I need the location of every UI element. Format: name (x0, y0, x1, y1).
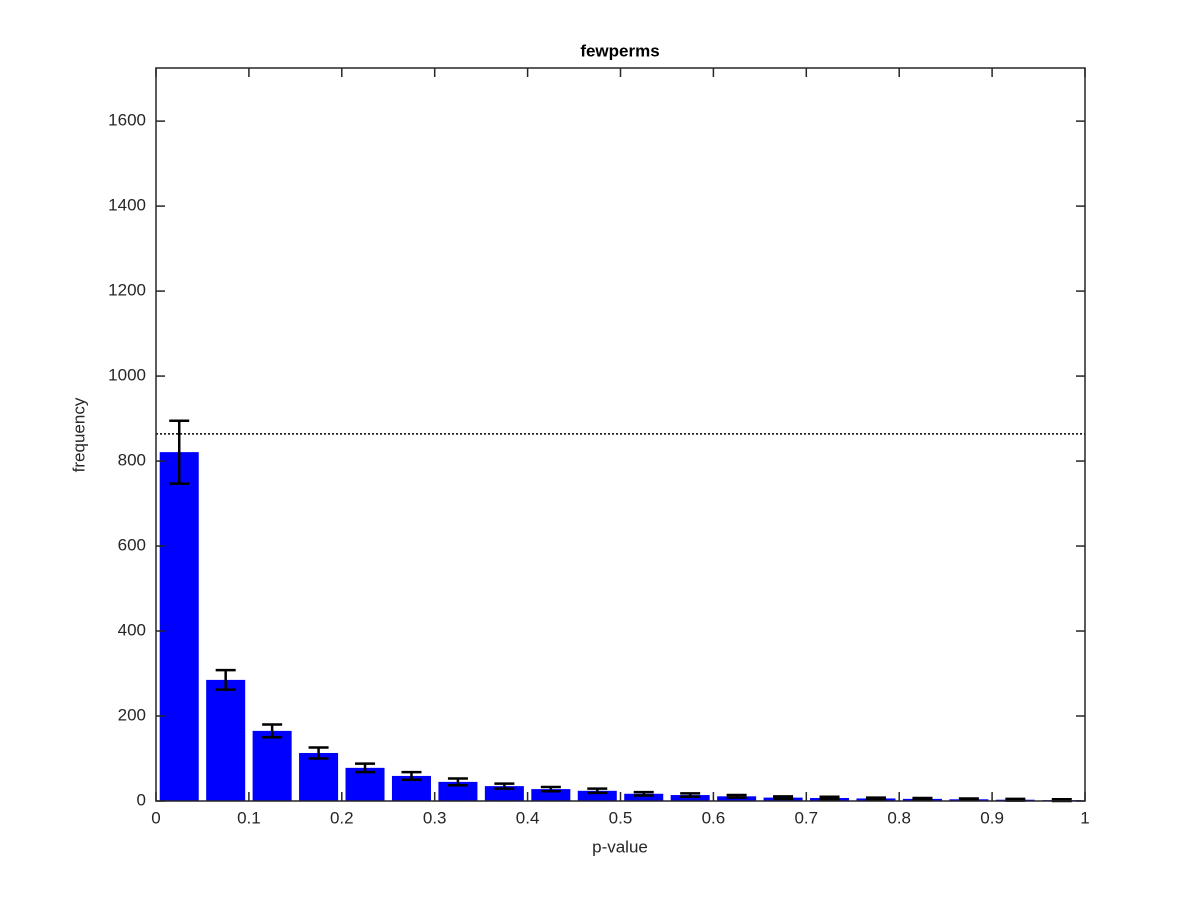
x-tick-label: 0.5 (609, 808, 633, 827)
error-bar (819, 795, 840, 801)
error-bar (494, 782, 515, 790)
error-bar (540, 785, 561, 793)
x-tick-label: 0.3 (423, 808, 447, 827)
error-bar (726, 793, 747, 799)
error-bar (308, 746, 329, 760)
error-bar (912, 796, 933, 801)
bar (206, 679, 246, 801)
error-bar (865, 796, 886, 801)
y-tick-label: 1200 (108, 281, 146, 300)
x-axis-label: p-value (592, 837, 648, 856)
bar (299, 752, 339, 801)
error-bar (401, 770, 422, 782)
x-tick-label: 0.8 (887, 808, 911, 827)
x-tick-label: 0.9 (980, 808, 1004, 827)
x-tick-label: 0.1 (237, 808, 261, 827)
y-tick-label: 1000 (108, 366, 146, 385)
y-tick-label: 800 (118, 451, 146, 470)
error-bar (958, 797, 979, 802)
chart-title: fewperms (580, 41, 659, 60)
error-bar (355, 762, 376, 774)
x-tick-label: 0.4 (516, 808, 540, 827)
error-bar (633, 790, 654, 797)
bar (670, 795, 710, 801)
y-tick-label: 400 (118, 621, 146, 640)
error-bar (262, 723, 283, 739)
error-bar (587, 787, 608, 795)
error-bar (680, 792, 701, 799)
bar (252, 730, 292, 801)
bar (438, 781, 478, 801)
error-bar (169, 419, 190, 485)
error-bar (215, 668, 236, 691)
bar (345, 767, 385, 801)
bar (159, 452, 199, 801)
error-bar (447, 777, 468, 787)
y-tick-label: 1600 (108, 111, 146, 130)
bar (577, 790, 617, 801)
y-axis-label: frequency (69, 397, 88, 472)
x-tick-label: 0.7 (794, 808, 818, 827)
x-tick-label: 0 (151, 808, 160, 827)
x-tick-label: 0.2 (330, 808, 354, 827)
bar (531, 789, 571, 801)
x-tick-label: 0.6 (702, 808, 726, 827)
y-tick-label: 200 (118, 705, 146, 724)
x-tick-label: 1 (1080, 808, 1089, 827)
y-tick-label: 1400 (108, 196, 146, 215)
y-tick-label: 0 (137, 790, 146, 809)
error-bar (773, 795, 794, 801)
bar (624, 793, 664, 801)
y-tick-label: 600 (118, 536, 146, 555)
